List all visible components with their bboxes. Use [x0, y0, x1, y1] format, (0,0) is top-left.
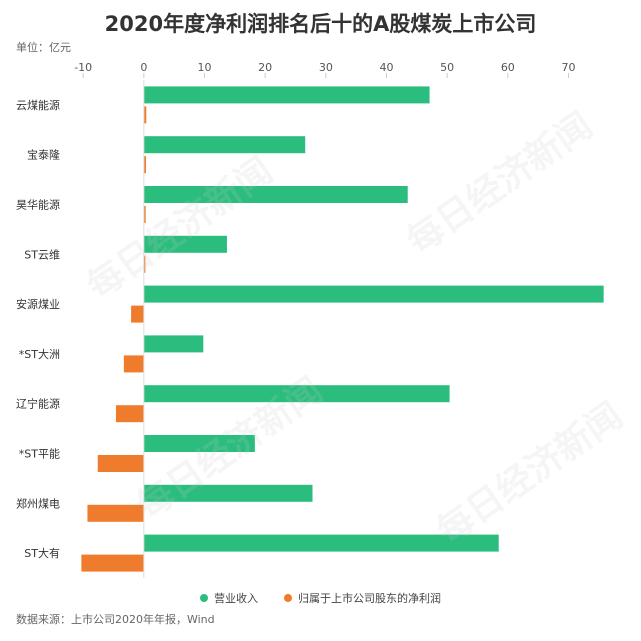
profit-bar[interactable]: [143, 156, 146, 174]
legend-item-revenue[interactable]: 营业收入: [200, 590, 258, 606]
legend-label-revenue: 营业收入: [214, 592, 258, 605]
profit-bar[interactable]: [81, 554, 144, 572]
revenue-bar[interactable]: [143, 534, 499, 552]
category-label: 宝泰隆: [27, 148, 60, 162]
category-label: 郑州煤电: [16, 496, 60, 510]
profit-bar[interactable]: [115, 405, 144, 423]
profit-bar[interactable]: [143, 106, 147, 124]
x-tick-label: 40: [379, 61, 393, 74]
category-label: 安源煤业: [16, 297, 60, 311]
x-tick-label: 70: [561, 61, 575, 74]
x-tick-label: 10: [198, 61, 212, 74]
category-label: ST大有: [24, 546, 60, 560]
category-label: *ST大洲: [19, 347, 60, 361]
legend: 营业收入 归属于上市公司股东的净利润: [0, 590, 641, 606]
revenue-bar[interactable]: [143, 235, 227, 253]
category-label: *ST平能: [19, 447, 60, 461]
x-tick-label: 20: [258, 61, 272, 74]
category-label: 云煤能源: [16, 98, 60, 112]
revenue-bar[interactable]: [143, 435, 255, 452]
revenue-bar[interactable]: [143, 385, 450, 403]
revenue-bar[interactable]: [143, 285, 604, 303]
unit-label: 单位：亿元: [16, 41, 71, 54]
profit-bar[interactable]: [123, 355, 144, 373]
profit-bar[interactable]: [87, 504, 144, 522]
category-label: 昊华能源: [16, 198, 60, 212]
legend-label-profit: 归属于上市公司股东的净利润: [298, 592, 441, 605]
x-tick-label: 50: [440, 61, 454, 74]
revenue-bar[interactable]: [143, 186, 408, 203]
x-tick-label: 60: [501, 61, 515, 74]
category-label: ST云维: [24, 248, 60, 261]
revenue-bar[interactable]: [143, 136, 306, 154]
revenue-bar[interactable]: [143, 86, 430, 104]
legend-dot-profit: [284, 594, 292, 602]
legend-item-profit[interactable]: 归属于上市公司股东的净利润: [284, 590, 441, 606]
x-tick-label: 30: [319, 61, 333, 74]
x-axis: -10 0 10 20 30 40 50 60 70: [74, 61, 575, 78]
category-label: 辽宁能源: [16, 397, 60, 411]
revenue-bar[interactable]: [143, 484, 313, 502]
profit-bar[interactable]: [143, 255, 146, 273]
chart-title: 2020年度净利润排名后十的A股煤炭上市公司: [104, 12, 537, 36]
profit-bar[interactable]: [97, 455, 144, 472]
profit-bar[interactable]: [143, 206, 146, 223]
legend-dot-revenue: [200, 594, 208, 602]
bars: [81, 86, 604, 572]
profit-bar[interactable]: [131, 305, 144, 323]
revenue-bar[interactable]: [143, 335, 204, 353]
x-tick-label: -10: [74, 61, 92, 74]
x-tick-label: 0: [140, 61, 147, 74]
source-note: 数据来源：上市公司2020年年报，Wind: [16, 613, 215, 626]
